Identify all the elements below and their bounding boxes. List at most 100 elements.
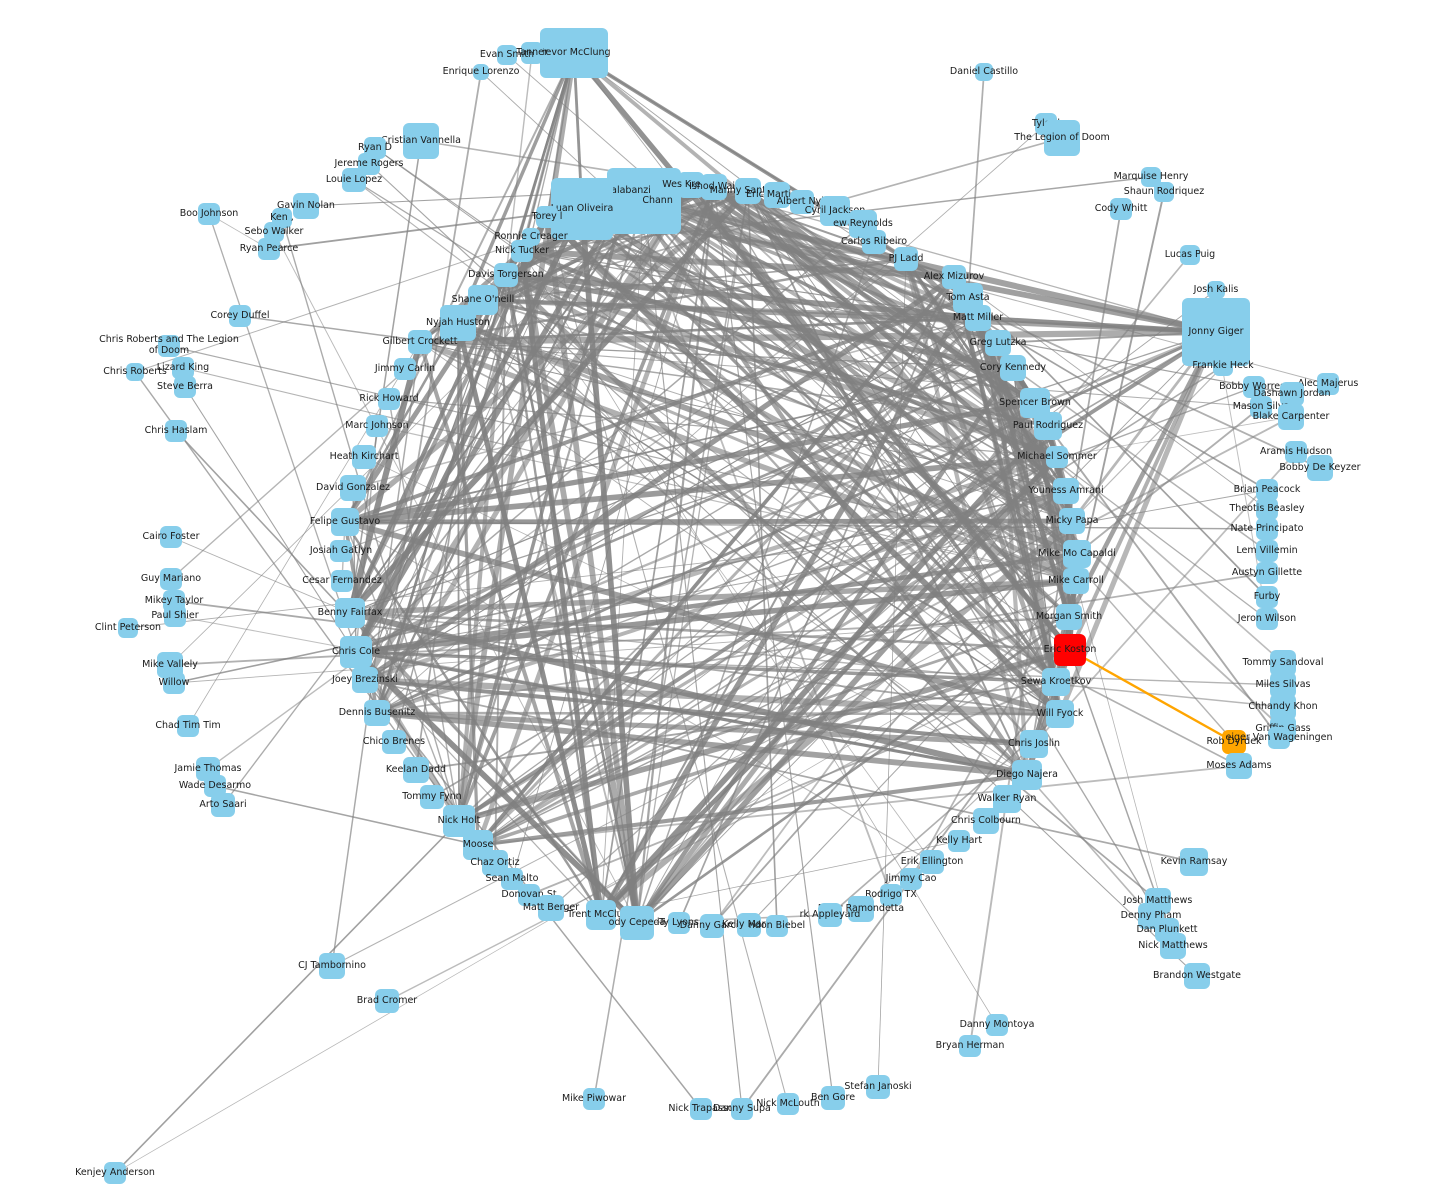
graph-node[interactable] [394,358,416,380]
graph-node[interactable] [1256,518,1278,540]
graph-node[interactable] [521,42,543,64]
graph-node[interactable] [1278,404,1304,430]
graph-node[interactable] [1044,120,1080,156]
graph-node[interactable] [364,700,390,726]
graph-node[interactable] [340,475,366,501]
graph-node[interactable] [959,1035,981,1057]
graph-node[interactable] [1053,478,1079,504]
graph-node[interactable] [973,808,999,834]
graph-node[interactable] [551,178,613,240]
graph-node[interactable] [1270,650,1296,676]
graph-node[interactable] [352,445,376,469]
graph-node[interactable] [352,667,378,693]
graph-node[interactable] [211,793,235,817]
graph-node[interactable] [1184,963,1210,989]
graph-node[interactable] [1056,604,1082,630]
graph-node[interactable] [160,568,182,590]
graph-node[interactable] [420,785,444,809]
graph-node[interactable] [126,363,144,381]
graph-node[interactable] [1154,182,1174,202]
graph-node[interactable] [1256,586,1278,608]
graph-node[interactable] [172,357,194,379]
graph-node[interactable] [1270,672,1296,698]
graph-node[interactable] [586,900,616,930]
graph-node[interactable] [948,830,970,852]
graph-node[interactable] [335,598,365,628]
graph-node[interactable] [494,263,518,287]
graph-node[interactable] [920,850,944,874]
graph-node[interactable] [158,335,180,357]
graph-node[interactable] [1280,382,1304,406]
graph-node[interactable] [511,240,533,262]
graph-node[interactable] [160,526,182,548]
graph-node[interactable] [1046,446,1068,468]
graph-node[interactable] [737,913,761,937]
graph-node[interactable] [1180,245,1200,265]
graph-node[interactable] [1270,694,1296,720]
graph-node[interactable] [818,903,842,927]
graph-node[interactable] [518,884,540,906]
graph-node[interactable] [331,570,353,592]
graph-node[interactable] [1226,753,1252,779]
graph-node[interactable] [848,896,874,922]
graph-node[interactable] [777,1093,799,1115]
graph-node[interactable] [900,868,922,890]
graph-node[interactable] [538,895,564,921]
graph-node[interactable] [583,1088,605,1110]
graph-node[interactable] [366,415,388,437]
graph-node[interactable] [1180,848,1208,876]
graph-node[interactable] [790,190,814,214]
graph-node[interactable] [340,636,372,668]
graph-node[interactable] [403,757,429,783]
graph-node[interactable] [1000,355,1026,381]
graph-node[interactable] [701,174,727,200]
graph-node[interactable] [473,64,489,80]
graph-node[interactable] [440,305,476,341]
graph-node[interactable] [766,915,788,937]
graph-node[interactable] [174,376,196,398]
graph-node[interactable] [403,123,439,159]
graph-node[interactable] [342,168,366,192]
graph-node[interactable] [198,203,220,225]
graph-node[interactable] [821,1086,845,1110]
graph-node[interactable] [1256,498,1278,520]
graph-node[interactable] [382,730,406,754]
graph-node[interactable] [894,247,918,271]
graph-node[interactable] [731,1098,753,1120]
graph-node[interactable] [1182,298,1250,366]
graph-node[interactable] [536,206,558,228]
graph-node[interactable] [501,868,523,890]
graph-node[interactable] [1256,562,1278,584]
graph-node[interactable] [330,540,352,562]
graph-node[interactable] [1317,373,1339,395]
graph-node[interactable] [690,1098,712,1120]
graph-node[interactable] [1285,441,1307,463]
graph-node[interactable] [678,172,704,198]
graph-node[interactable] [378,388,400,410]
graph-node[interactable] [1213,356,1233,376]
graph-node[interactable] [965,305,991,331]
graph-node[interactable] [975,63,993,81]
graph-node[interactable] [1256,608,1278,630]
graph-node[interactable] [668,912,690,934]
graph-node[interactable] [862,230,886,254]
graph-node[interactable] [1110,198,1132,220]
graph-node[interactable] [164,605,186,627]
graph-node[interactable] [985,330,1011,356]
graph-node[interactable] [408,330,432,354]
graph-node[interactable] [1034,412,1062,440]
graph-node[interactable] [264,222,284,242]
graph-node[interactable] [1222,730,1246,754]
graph-node[interactable] [204,775,226,797]
graph-node[interactable] [1250,396,1272,418]
graph-node[interactable] [229,305,251,327]
graph-node[interactable] [118,618,138,638]
graph-node[interactable] [1207,281,1225,299]
graph-node[interactable] [1256,479,1278,501]
graph-node[interactable] [866,1075,890,1099]
graph-node[interactable] [293,193,319,219]
graph-node[interactable] [1063,540,1091,568]
graph-node[interactable] [319,953,345,979]
